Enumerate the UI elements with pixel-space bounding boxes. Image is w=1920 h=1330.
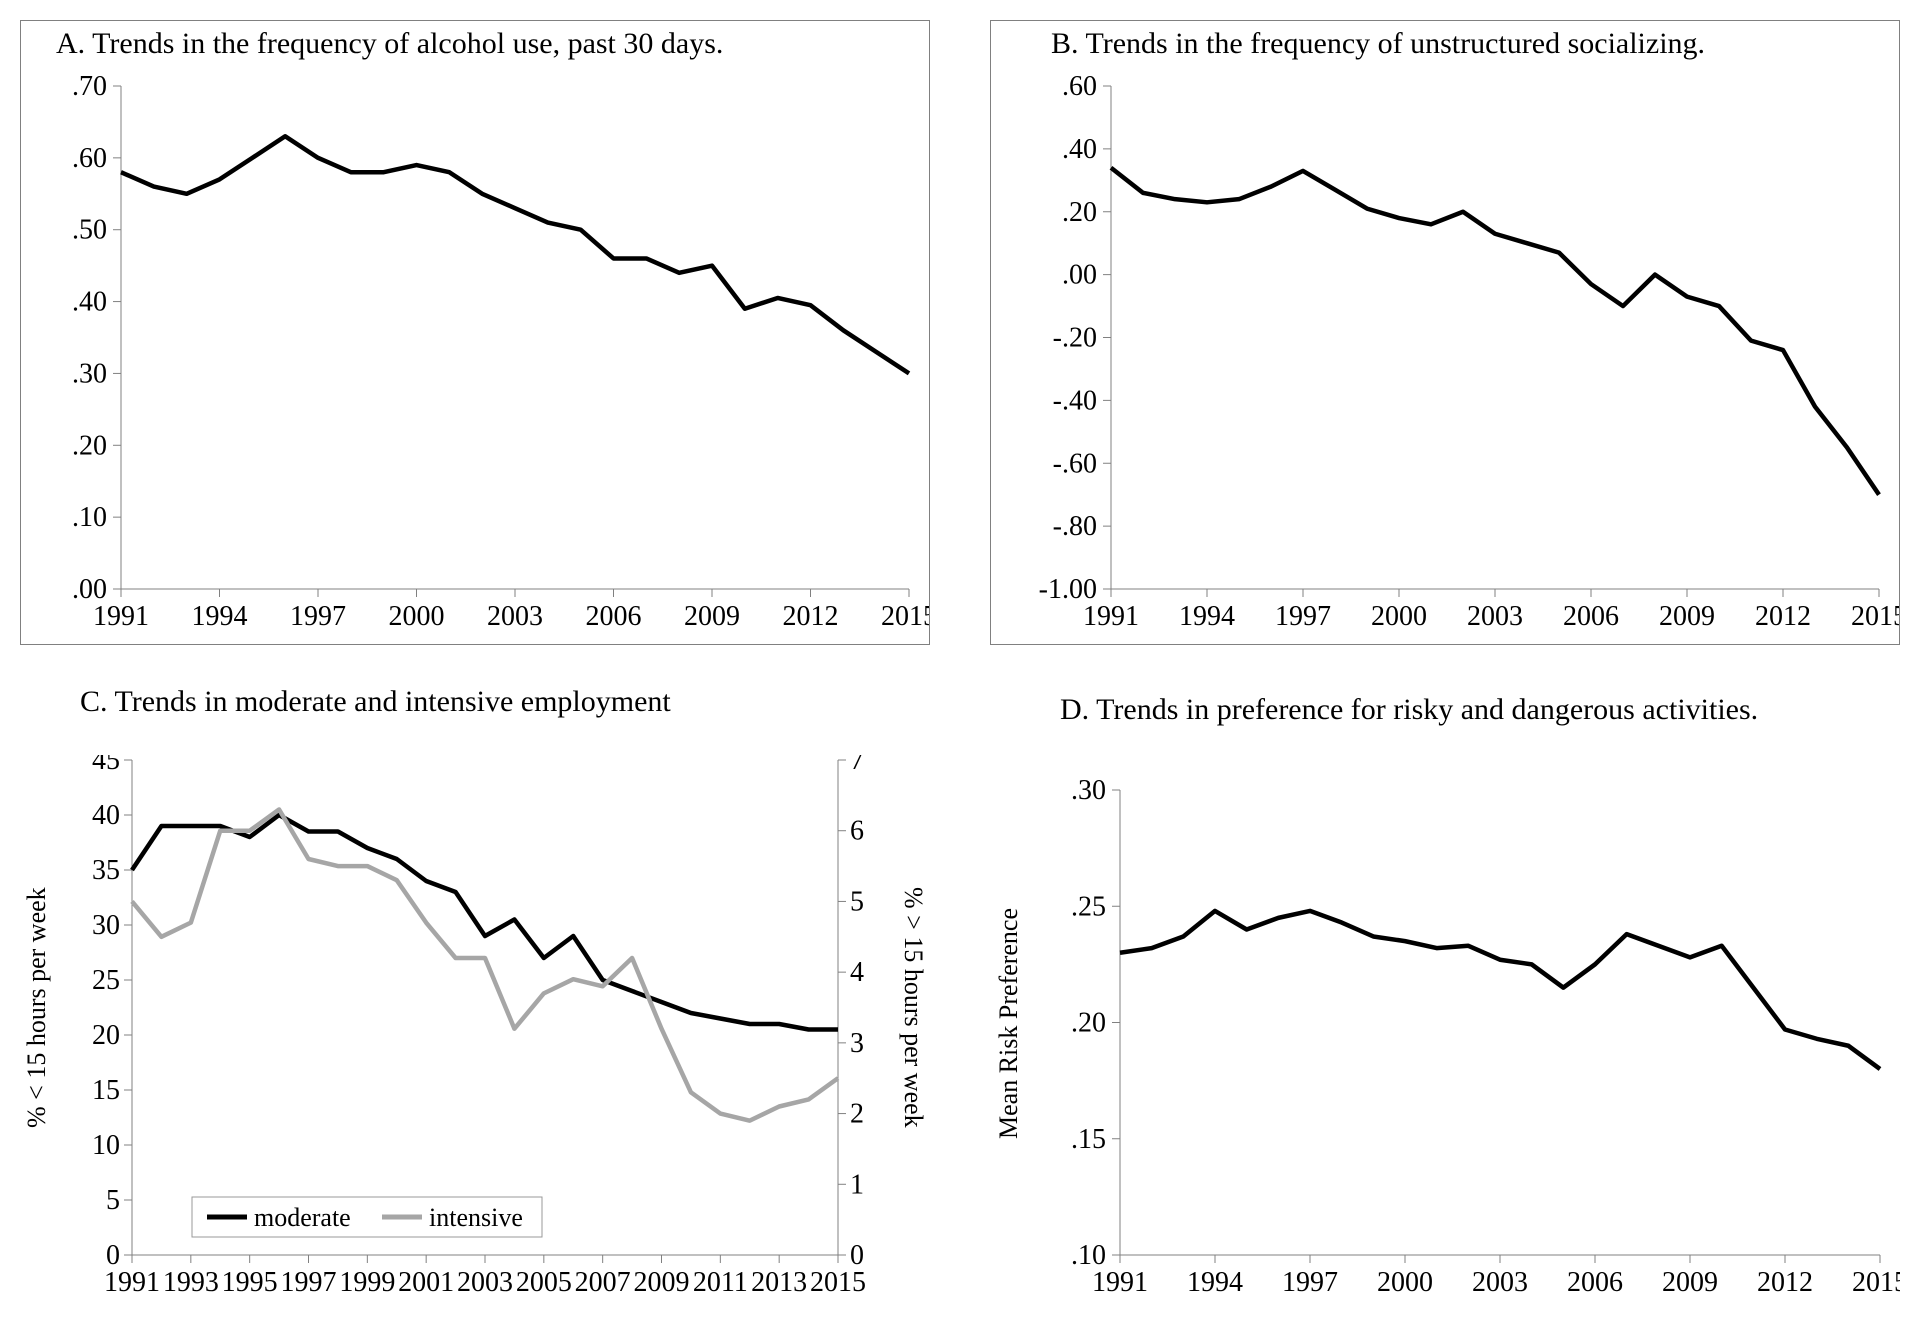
svg-text:3: 3 (850, 1028, 864, 1059)
svg-text:.25: .25 (1071, 891, 1106, 922)
svg-text:-.60: -.60 (1053, 448, 1097, 479)
svg-text:.30: .30 (72, 358, 107, 389)
panel-b: B. Trends in the frequency of unstructur… (990, 20, 1900, 645)
svg-text:2009: 2009 (1662, 1267, 1718, 1298)
svg-text:1993: 1993 (163, 1267, 219, 1298)
chart-grid: A. Trends in the frequency of alcohol us… (20, 20, 1900, 1310)
svg-text:1994: 1994 (1179, 601, 1235, 632)
y-axis-label: Mean Risk Preference (994, 883, 1024, 1163)
svg-text:.50: .50 (72, 215, 107, 246)
y-axis-label-right: % > 15 hours per week (898, 868, 928, 1148)
svg-text:2006: 2006 (1563, 601, 1619, 632)
svg-text:2009: 2009 (634, 1267, 690, 1298)
svg-text:20: 20 (92, 1020, 120, 1051)
svg-text:7: 7 (850, 755, 864, 776)
svg-text:10: 10 (92, 1130, 120, 1161)
svg-text:2015: 2015 (881, 601, 929, 632)
svg-text:1991: 1991 (1083, 601, 1139, 632)
svg-text:1991: 1991 (1092, 1267, 1148, 1298)
svg-text:2: 2 (850, 1099, 864, 1130)
svg-text:2005: 2005 (516, 1267, 572, 1298)
svg-text:35: 35 (92, 855, 120, 886)
svg-text:40: 40 (92, 800, 120, 831)
data-line (121, 136, 909, 373)
chart-svg: .00.10.20.30.40.50.60.701991199419972000… (21, 76, 929, 644)
svg-text:-.40: -.40 (1053, 385, 1097, 416)
y-axis-label-left: % < 15 hours per week (22, 868, 52, 1148)
svg-text:2006: 2006 (586, 601, 642, 632)
svg-text:.60: .60 (72, 143, 107, 174)
svg-text:1994: 1994 (1187, 1267, 1243, 1298)
svg-text:2000: 2000 (1371, 601, 1427, 632)
panel-title: D. Trends in preference for risky and da… (990, 693, 1900, 728)
panel-d: D. Trends in preference for risky and da… (990, 685, 1900, 1310)
svg-text:2006: 2006 (1567, 1267, 1623, 1298)
panel-title: C. Trends in moderate and intensive empl… (20, 685, 930, 720)
svg-text:4: 4 (850, 957, 864, 988)
svg-text:2007: 2007 (575, 1267, 631, 1298)
svg-text:1997: 1997 (281, 1267, 337, 1298)
svg-text:1997: 1997 (1275, 601, 1331, 632)
svg-text:2003: 2003 (1472, 1267, 1528, 1298)
line-intensive (132, 810, 838, 1121)
svg-text:.60: .60 (1062, 76, 1097, 102)
svg-text:1994: 1994 (192, 601, 248, 632)
svg-text:intensive: intensive (429, 1203, 523, 1232)
svg-text:2003: 2003 (487, 601, 543, 632)
svg-text:2009: 2009 (1659, 601, 1715, 632)
svg-text:moderate: moderate (254, 1203, 351, 1232)
svg-text:2013: 2013 (751, 1267, 807, 1298)
svg-text:.70: .70 (72, 76, 107, 102)
svg-text:.15: .15 (1071, 1124, 1106, 1155)
svg-text:30: 30 (92, 910, 120, 941)
svg-text:15: 15 (92, 1075, 120, 1106)
line-moderate (132, 815, 838, 1030)
svg-text:.20: .20 (1062, 197, 1097, 228)
chart-svg: -1.00-.80-.60-.40-.20.00.20.40.601991199… (991, 76, 1899, 644)
svg-text:.40: .40 (1062, 134, 1097, 165)
svg-text:-.80: -.80 (1053, 511, 1097, 542)
svg-text:.20: .20 (1071, 1008, 1106, 1039)
svg-text:45: 45 (92, 755, 120, 776)
panel-title: A. Trends in the frequency of alcohol us… (21, 27, 929, 62)
svg-text:1997: 1997 (290, 601, 346, 632)
svg-text:2015: 2015 (1852, 1267, 1900, 1298)
svg-text:2009: 2009 (684, 601, 740, 632)
panel-title: B. Trends in the frequency of unstructur… (991, 27, 1899, 62)
svg-text:-.20: -.20 (1053, 323, 1097, 354)
svg-text:2011: 2011 (693, 1267, 748, 1298)
svg-text:1991: 1991 (104, 1267, 160, 1298)
svg-text:.40: .40 (72, 287, 107, 318)
svg-text:2015: 2015 (810, 1267, 866, 1298)
svg-text:2012: 2012 (1755, 601, 1811, 632)
svg-text:1991: 1991 (93, 601, 149, 632)
svg-text:2012: 2012 (783, 601, 839, 632)
svg-text:5: 5 (850, 886, 864, 917)
svg-text:2001: 2001 (398, 1267, 454, 1298)
panel-a: A. Trends in the frequency of alcohol us… (20, 20, 930, 645)
panel-c: C. Trends in moderate and intensive empl… (20, 685, 930, 1310)
svg-text:5: 5 (106, 1185, 120, 1216)
svg-text:.30: .30 (1071, 780, 1106, 806)
svg-text:2015: 2015 (1851, 601, 1899, 632)
svg-text:6: 6 (850, 816, 864, 847)
chart-svg: .10.15.20.25.301991199419972000200320062… (990, 780, 1900, 1310)
svg-text:1: 1 (850, 1169, 864, 1200)
svg-text:.00: .00 (1062, 260, 1097, 291)
data-line (1111, 168, 1879, 495)
svg-text:25: 25 (92, 965, 120, 996)
svg-text:2003: 2003 (457, 1267, 513, 1298)
svg-text:2000: 2000 (389, 601, 445, 632)
svg-text:.10: .10 (72, 502, 107, 533)
svg-text:.20: .20 (72, 430, 107, 461)
data-line (1120, 911, 1880, 1069)
svg-text:1997: 1997 (1282, 1267, 1338, 1298)
svg-text:2012: 2012 (1757, 1267, 1813, 1298)
svg-text:2000: 2000 (1377, 1267, 1433, 1298)
svg-text:1999: 1999 (339, 1267, 395, 1298)
svg-text:1995: 1995 (222, 1267, 278, 1298)
svg-text:2003: 2003 (1467, 601, 1523, 632)
